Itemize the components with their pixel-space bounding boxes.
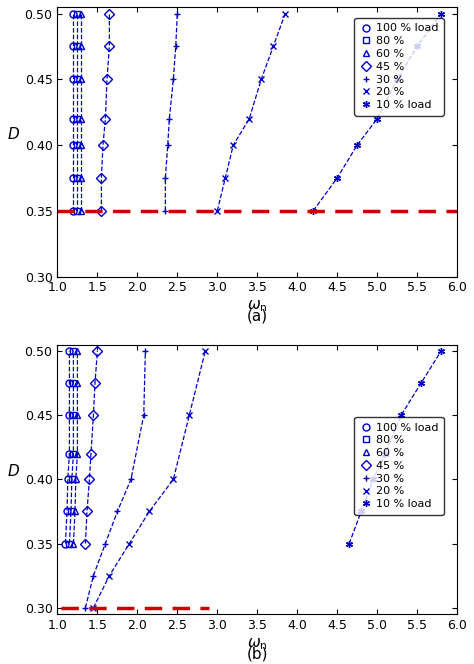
Text: (b): (b) (246, 647, 268, 661)
X-axis label: $\omega_{\mathrm{n}}$: $\omega_{\mathrm{n}}$ (247, 299, 268, 314)
Text: (a): (a) (246, 309, 268, 324)
Legend: 100 % load, 80 %, 60 %, 45 %, 30 %, 20 %, 10 % load: 100 % load, 80 %, 60 %, 45 %, 30 %, 20 %… (355, 18, 444, 116)
Y-axis label: $D$: $D$ (7, 125, 20, 142)
Legend: 100 % load, 80 %, 60 %, 45 %, 30 %, 20 %, 10 % load: 100 % load, 80 %, 60 %, 45 %, 30 %, 20 %… (355, 417, 444, 515)
X-axis label: $\omega_{\mathrm{n}}$: $\omega_{\mathrm{n}}$ (247, 636, 268, 652)
Y-axis label: $D$: $D$ (7, 463, 20, 479)
